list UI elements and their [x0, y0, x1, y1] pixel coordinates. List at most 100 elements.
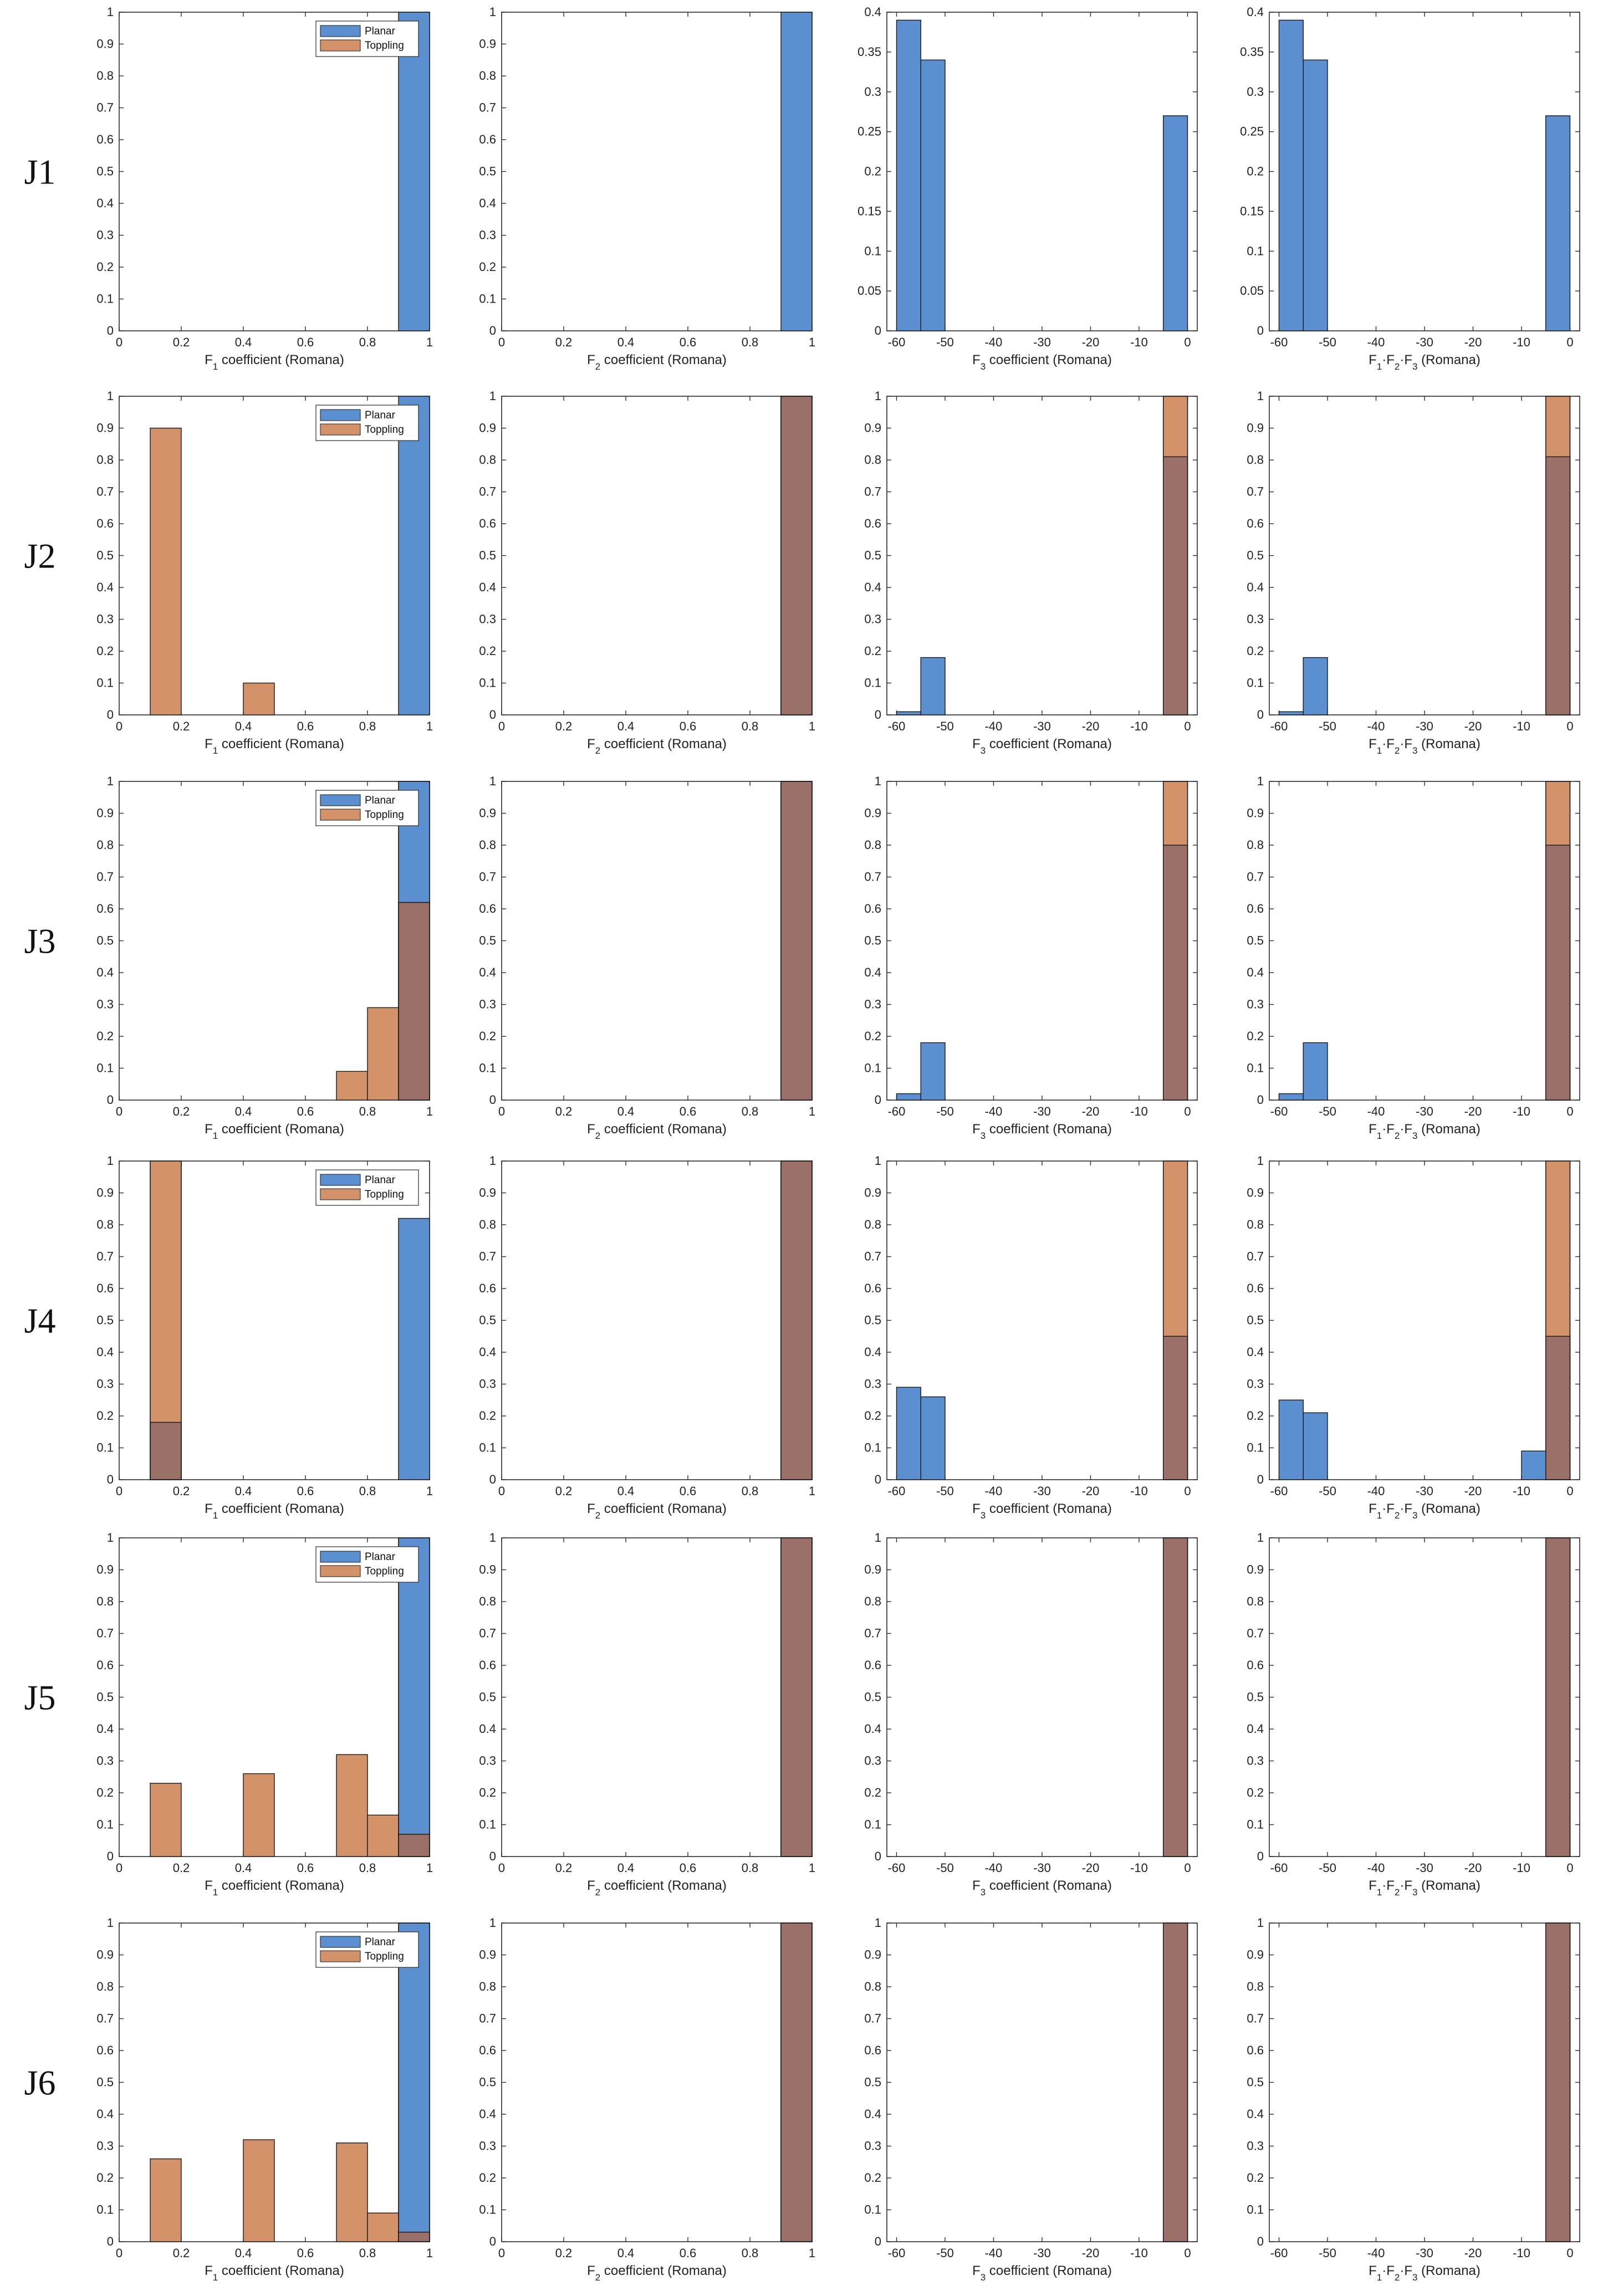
y-tick-label: 0.8: [864, 1980, 881, 1993]
panel-j1-c3: 0 0.05 0.1 0.15 0.2 0.25 0.3 0.35 0.4 -60 -50 -40 -3…: [857, 5, 1198, 372]
y-tick-label: 0.5: [1247, 2075, 1264, 2089]
y-tick-label: 0.7: [864, 870, 881, 884]
legend-label-toppling: Toppling: [365, 1189, 404, 1200]
x-tick-label: -10: [1130, 2246, 1148, 2260]
panel-j6-c4: 0 0.1 0.2 0.3 0.4 0.5 0.6 0.7 0.8 0.9 1 -60 -50 -40 -3…: [1247, 1916, 1580, 2283]
bar-outline: [1163, 781, 1188, 1101]
x-tick-label: -60: [1270, 1104, 1288, 1118]
x-tick-label: 0.6: [297, 719, 314, 733]
y-tick-label: 0.7: [96, 485, 114, 499]
x-tick-label: -10: [1513, 2246, 1530, 2260]
x-tick-label: -40: [1367, 1104, 1385, 1118]
x-tick-label: 0: [116, 719, 122, 733]
x-axis-label: F1·F2·F3 (Romana): [1369, 352, 1480, 372]
y-tick-label: 0.8: [479, 1218, 496, 1231]
x-axis-label: F1·F2·F3 (Romana): [1369, 737, 1480, 756]
bar-toppling: [367, 2212, 399, 2242]
y-tick-label: 0.6: [864, 1281, 881, 1295]
x-tick-label: -20: [1082, 1861, 1100, 1875]
legend-swatch-toppling: [320, 1188, 361, 1200]
y-tick-label: 0: [489, 2234, 496, 2248]
y-tick-label: 0.9: [864, 1563, 881, 1577]
x-tick-label: 0.2: [555, 2246, 573, 2260]
x-tick-label: 0: [1566, 1484, 1573, 1498]
bar-outline: [780, 781, 813, 1101]
x-tick-label: 0.4: [235, 1484, 252, 1498]
y-tick-label: 0.1: [96, 1441, 114, 1455]
y-tick-label: 0.3: [96, 612, 114, 626]
y-tick-label: 0.9: [479, 1948, 496, 1962]
y-tick-label: 0.3: [479, 1377, 496, 1391]
y-tick-label: 0.2: [96, 1409, 114, 1423]
x-tick-label: 0.2: [555, 335, 573, 349]
legend: Planar Toppling: [315, 790, 419, 826]
y-tick-label: 0.6: [96, 2043, 114, 2057]
bar-toppling: [243, 2139, 275, 2242]
x-tick-label: -50: [1319, 1861, 1336, 1875]
y-tick-label: 0.3: [864, 1377, 881, 1391]
y-tick-label: 0.6: [864, 2043, 881, 2057]
x-tick-label: 1: [426, 2246, 433, 2260]
bar-planar: [896, 1387, 921, 1480]
x-tick-label: -40: [985, 719, 1003, 733]
bar-outline: [780, 1160, 813, 1480]
x-tick-label: 0.8: [359, 1484, 376, 1498]
panel-j3-c1: 0 0.1 0.2 0.3 0.4 0.5 0.6 0.7 0.8 0.9 1 0 0.2 0.4 0.6 0…: [96, 774, 433, 1141]
legend-swatch-planar: [320, 1551, 361, 1563]
y-tick-label: 0.3: [1247, 2139, 1264, 2153]
x-tick-label: -40: [985, 335, 1003, 349]
bar-toppling: [367, 1007, 399, 1101]
y-tick-label: 0.5: [864, 1313, 881, 1327]
y-tick-label: 0.2: [864, 2171, 881, 2185]
bar-planar: [1303, 59, 1328, 331]
y-tick-label: 1: [875, 774, 881, 788]
bar-outline: [1545, 396, 1571, 715]
y-tick-label: 0.3: [96, 228, 114, 242]
panel-j4-c2: 0 0.1 0.2 0.3 0.4 0.5 0.6 0.7 0.8 0.9 1 0 0.2 0.4 0.6 0…: [479, 1154, 815, 1521]
y-tick-label: 0.8: [1247, 1980, 1264, 1993]
x-tick-label: -40: [985, 2246, 1003, 2260]
x-tick-label: 0: [1566, 719, 1573, 733]
x-tick-label: -50: [936, 1104, 954, 1118]
row-label-j4: J4: [24, 1301, 56, 1341]
bar-overlap: [780, 1922, 813, 2242]
y-tick-label: 0.3: [864, 2139, 881, 2153]
x-tick-label: 0.2: [555, 1484, 573, 1498]
y-tick-label: 0.8: [864, 838, 881, 852]
y-tick-label: 0.6: [96, 1658, 114, 1672]
y-tick-label: 0.3: [864, 998, 881, 1011]
bar-overlap: [1545, 845, 1571, 1101]
y-tick-label: 0.2: [479, 644, 496, 658]
y-tick-label: 0.3: [1247, 1754, 1264, 1768]
bar-overlap: [398, 2232, 430, 2242]
y-tick-label: 0.3: [479, 998, 496, 1011]
bar-overlap: [1163, 456, 1188, 715]
x-tick-label: 1: [426, 335, 433, 349]
bar-toppling: [336, 1754, 368, 1857]
y-tick-label: 0.4: [479, 196, 496, 210]
x-axis-label: F3 coefficient (Romana): [972, 737, 1112, 756]
legend-swatch-toppling: [320, 1950, 361, 1962]
x-tick-label: 0.2: [173, 2246, 190, 2260]
bar-outline: [1545, 1922, 1571, 2242]
y-tick-label: 0.05: [1240, 284, 1264, 298]
y-tick-label: 0.4: [96, 1722, 114, 1736]
panel-j5-c4: 0 0.1 0.2 0.3 0.4 0.5 0.6 0.7 0.8 0.9 1 -60 -50 -40 -3…: [1247, 1531, 1580, 1898]
x-tick-label: -50: [936, 335, 954, 349]
y-tick-label: 0.2: [1247, 1409, 1264, 1423]
x-axis-label: F1·F2·F3 (Romana): [1369, 2263, 1480, 2283]
y-tick-label: 0.4: [96, 580, 114, 594]
y-tick-label: 1: [489, 1531, 496, 1545]
x-tick-label: 1: [809, 335, 815, 349]
y-tick-label: 0: [107, 2234, 114, 2248]
x-tick-label: -50: [1319, 719, 1336, 733]
y-tick-label: 0.4: [1247, 5, 1264, 19]
bar-overlap: [1163, 1537, 1188, 1857]
bar-outline: [1545, 1160, 1571, 1480]
y-tick-label: 0.4: [1247, 580, 1264, 594]
x-tick-label: 1: [809, 719, 815, 733]
y-tick-label: 0: [107, 1093, 114, 1107]
y-tick-label: 0.4: [1247, 1722, 1264, 1736]
bar-outline: [398, 1922, 430, 2242]
x-tick-label: 0.6: [297, 1861, 314, 1875]
